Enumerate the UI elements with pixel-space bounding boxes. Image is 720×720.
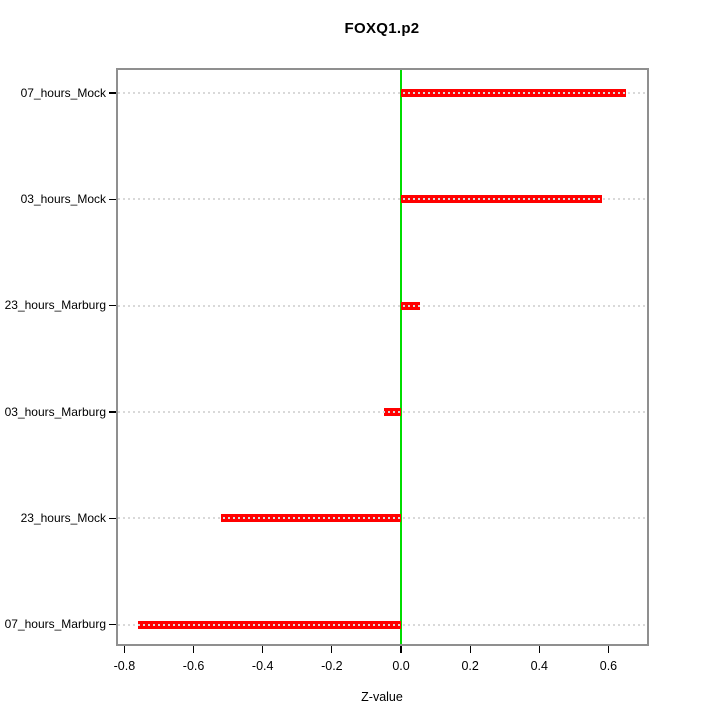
x-tick-label: 0.0 [392,659,410,673]
x-axis-tick [607,645,610,653]
category-label: 07_hours_Mock [20,85,106,100]
x-axis-label: Z-value [361,690,403,704]
x-tick-label: -0.4 [251,659,274,673]
x-axis-tick [469,645,471,653]
category-label: 03_hours_Mock [20,191,106,206]
grid-line [117,198,647,201]
x-axis-tick [123,645,125,653]
x-tick-label: -0.8 [113,659,136,673]
chart-title: FOXQ1.p2 [344,20,420,37]
x-axis-tick [400,645,402,653]
grid-line [117,92,647,94]
x-tick-label: 0.4 [530,659,548,673]
y-axis-tick [108,624,116,626]
x-tick-label: -0.2 [321,659,343,673]
category-label: 23_hours_Mock [20,510,106,525]
y-axis-tick [108,198,116,200]
y-axis-tick [108,305,116,307]
x-axis-tick [192,645,195,653]
y-axis-tick [108,517,116,520]
grid-line [117,304,647,307]
x-tick-label: 0.2 [461,659,479,673]
x-tick-label: 0.6 [599,659,618,673]
grid-line [117,623,647,626]
grid-line [117,411,647,414]
zero-reference-line [400,69,402,644]
y-axis-tick [108,92,116,94]
category-label: 07_hours_Marburg [4,617,106,632]
x-axis-tick [538,645,540,653]
x-axis-tick [262,645,264,653]
x-axis-tick [331,645,333,653]
x-tick-label: -0.6 [182,659,205,673]
category-label: 23_hours_Marburg [4,298,106,313]
category-label: 03_hours_Marburg [4,404,106,419]
grid-line [117,517,647,520]
y-axis-tick [108,411,116,413]
plot-box [115,67,649,646]
